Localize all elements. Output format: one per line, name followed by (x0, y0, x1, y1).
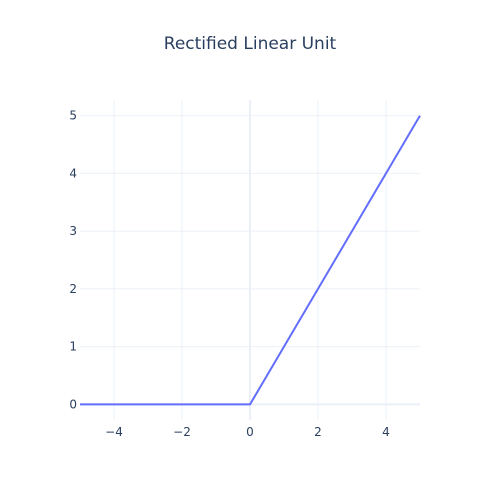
x-tick-label: 0 (246, 425, 254, 439)
x-tick-label: 4 (382, 425, 390, 439)
chart-title: Rectified Linear Unit (164, 34, 337, 54)
x-tick-label: −2 (173, 425, 191, 439)
x-tick-label: −4 (105, 425, 123, 439)
series-layer (80, 115, 421, 406)
y-tick-label: 0 (69, 397, 77, 411)
y-tick-label: 2 (69, 282, 77, 296)
x-tick-label: 2 (314, 425, 322, 439)
series-line (80, 115, 421, 406)
y-tick-label: 5 (69, 109, 77, 123)
y-tick-label: 3 (69, 224, 77, 238)
y-axis-ticks: 0 1 2 3 4 5 (69, 109, 77, 412)
x-axis-ticks: −4 −2 0 2 4 (105, 425, 390, 439)
y-tick-label: 1 (69, 340, 77, 354)
y-tick-label: 4 (69, 166, 77, 180)
